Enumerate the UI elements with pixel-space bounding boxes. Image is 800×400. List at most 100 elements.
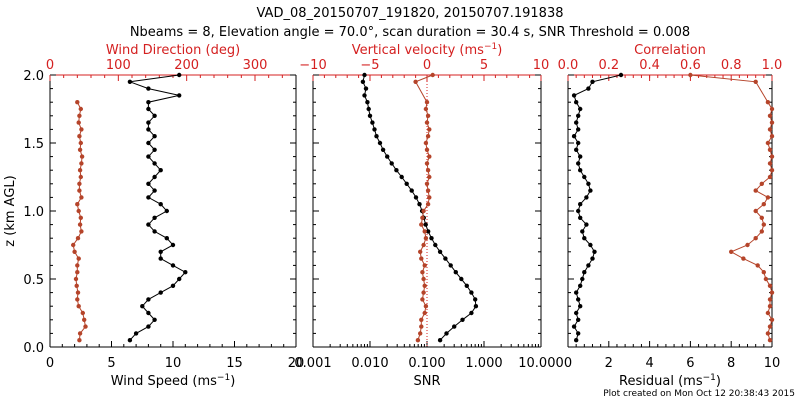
data-point: [423, 222, 428, 227]
data-point: [769, 168, 775, 173]
data-point: [77, 331, 83, 336]
data-point: [586, 181, 591, 186]
x-axis-label: SNR: [413, 374, 440, 389]
y-tick-label: 1.0: [23, 205, 44, 220]
data-point: [469, 290, 474, 295]
data-point: [753, 236, 758, 241]
data-point: [421, 290, 426, 295]
data-point: [420, 215, 425, 220]
y-tick-label: 0.0: [23, 341, 44, 356]
data-point: [753, 79, 758, 85]
data-point: [404, 181, 409, 186]
data-point: [574, 100, 579, 105]
data-point: [578, 106, 583, 112]
x-tick-label: 10: [165, 356, 182, 371]
data-point: [473, 297, 478, 302]
data-point: [767, 324, 773, 329]
data-point: [183, 270, 188, 275]
data-point: [77, 222, 83, 227]
data-point: [80, 310, 86, 316]
data-point: [426, 229, 431, 234]
data-point: [769, 106, 775, 112]
series-line: [129, 74, 187, 341]
data-point: [77, 181, 82, 186]
data-point: [367, 113, 373, 119]
data-point: [425, 168, 431, 173]
data-point: [140, 304, 145, 309]
data-point: [618, 72, 624, 78]
top-tick-label: 0.8: [721, 58, 742, 73]
data-point: [78, 215, 84, 220]
data-point: [79, 195, 84, 200]
data-point: [419, 256, 424, 261]
data-point: [423, 140, 429, 146]
footer-timestamp: Plot created on Mon Oct 12 20:38:43 2015: [603, 389, 795, 399]
x-tick-label: 8: [727, 356, 735, 371]
data-point: [73, 276, 79, 282]
data-point: [753, 188, 758, 193]
data-point: [146, 86, 151, 91]
top-axis-label-text: Vertical velocity (ms: [352, 43, 484, 58]
data-point: [420, 297, 425, 302]
data-point: [763, 276, 769, 282]
data-point: [389, 161, 394, 166]
data-point: [419, 222, 424, 227]
data-point: [77, 188, 82, 193]
data-point: [767, 147, 773, 152]
data-point: [769, 290, 775, 295]
data-point: [421, 276, 426, 282]
data-point: [75, 202, 80, 207]
data-point: [741, 256, 746, 261]
x-tick-label: 0.100: [408, 356, 445, 371]
data-point: [360, 79, 366, 85]
data-point: [177, 276, 182, 282]
data-point: [430, 72, 435, 78]
data-point: [592, 249, 597, 254]
top-tick-label: 200: [174, 58, 199, 73]
data-point: [362, 93, 367, 98]
data-point: [761, 270, 766, 275]
data-point: [422, 310, 427, 316]
top-tick-label: 300: [243, 58, 268, 73]
data-point: [79, 127, 84, 132]
data-point: [152, 113, 157, 119]
data-point: [152, 134, 157, 139]
data-point: [574, 120, 579, 125]
data-point: [424, 161, 430, 166]
data-point: [417, 202, 422, 207]
data-point: [425, 134, 431, 139]
data-point: [158, 249, 163, 254]
data-point: [419, 317, 424, 322]
data-point: [79, 229, 84, 234]
data-point: [459, 276, 464, 282]
x-tick-label: 15: [226, 356, 243, 371]
data-point: [425, 202, 431, 207]
y-tick-label: 2.0: [23, 69, 44, 84]
data-point: [77, 147, 83, 152]
data-point: [75, 290, 81, 295]
data-point: [576, 208, 581, 214]
data-point: [79, 161, 84, 166]
x-axis-label-close: ): [230, 374, 235, 389]
data-point: [127, 79, 133, 85]
data-point: [759, 181, 764, 186]
data-point: [578, 283, 583, 288]
data-point: [755, 263, 760, 268]
data-point: [765, 195, 771, 200]
data-point: [767, 174, 773, 180]
data-point: [584, 195, 589, 200]
top-tick-label: −10: [299, 58, 326, 73]
data-point: [146, 324, 151, 329]
data-point: [590, 256, 595, 261]
data-point: [170, 283, 176, 288]
x-tick-label: 0.010: [351, 356, 388, 371]
data-point: [460, 317, 465, 322]
data-point: [578, 304, 583, 309]
data-point: [767, 297, 773, 302]
data-point: [424, 120, 430, 125]
data-point: [164, 236, 169, 241]
data-point: [74, 283, 79, 288]
data-point: [578, 215, 583, 220]
data-point: [83, 324, 88, 329]
data-point: [76, 256, 81, 261]
